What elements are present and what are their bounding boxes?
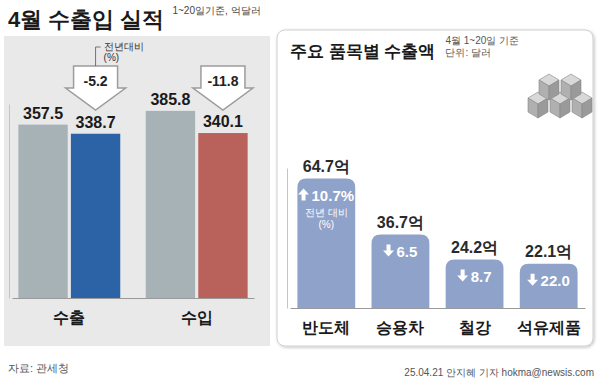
change-arrow — [383, 245, 394, 257]
bars — [18, 111, 247, 298]
bar — [297, 179, 355, 308]
x-tick: 석유제품 — [517, 319, 581, 336]
bar — [18, 125, 67, 298]
infographic: 4월 수출입 실적 1~20일기준, 억달러 357.5 385.8 338.7 340.… — [0, 0, 600, 384]
change-arrow — [193, 66, 253, 110]
change-arrow — [457, 270, 468, 282]
change-arrow — [527, 274, 538, 286]
bar — [146, 111, 195, 298]
x-tick: 수입 — [181, 309, 213, 326]
box-right — [538, 98, 548, 118]
box-right — [582, 98, 592, 118]
annotation-leader — [96, 47, 101, 66]
change-label: 8.7 — [471, 268, 492, 285]
annotation: 전년 대비(%) — [305, 207, 348, 230]
credit: 25.04.21 안지혜 기자 hokma@newsis.com — [404, 367, 594, 378]
x-tick: 반도체 — [302, 319, 350, 336]
right-panel — [277, 30, 593, 346]
chart-title: 주요 품목별 수출액 — [290, 42, 435, 61]
change-label: -11.8 — [207, 73, 238, 89]
category-label: 승용차 — [376, 319, 424, 336]
bar — [446, 260, 504, 308]
box-left — [539, 80, 549, 100]
bar — [71, 134, 120, 298]
y-axis-line — [287, 169, 288, 309]
chart-subtitle: 1~20일기준, 억달러 — [172, 5, 260, 16]
bar — [198, 133, 247, 298]
change-label: 22.0 — [541, 272, 570, 289]
data-label: 338.7 — [76, 114, 116, 131]
change-arrow — [66, 66, 126, 110]
data-label: 357.5 — [23, 105, 63, 122]
bar — [520, 264, 578, 308]
data-label: 24.2억 — [451, 239, 498, 256]
chart-subtitle: 단위: 달러 — [445, 47, 491, 58]
box-left — [528, 98, 538, 118]
x-tick: 철강 — [459, 319, 491, 336]
bar — [372, 235, 430, 308]
category-label: 수출 — [53, 309, 85, 326]
baseline — [13, 298, 255, 299]
left-panel — [4, 36, 270, 346]
data-label: 64.7억 — [303, 158, 350, 175]
box-right — [560, 98, 570, 118]
data-label: 385.8 — [150, 91, 190, 108]
box — [539, 74, 559, 100]
annotation: 전년대비(%) — [104, 41, 144, 63]
x-tick: 수출 — [53, 309, 85, 326]
data-label: 22.1억 — [525, 243, 572, 260]
y-axis — [287, 169, 288, 309]
box — [561, 74, 581, 100]
box-right — [549, 80, 559, 100]
change-arrow — [298, 189, 309, 201]
box-left — [561, 80, 571, 100]
chart-subtitle: 4월 1~20일 기준 — [445, 35, 519, 46]
change-label: -5.2 — [84, 73, 108, 89]
source: 자료: 관세청 — [8, 362, 69, 374]
baseline — [291, 308, 586, 309]
data-label: 36.7억 — [377, 214, 424, 231]
category-label: 반도체 — [302, 319, 350, 336]
category-label: 수입 — [181, 309, 213, 326]
chart-title: 4월 수출입 실적 — [8, 7, 164, 32]
box-icon — [528, 74, 592, 118]
category-label: 석유제품 — [517, 319, 581, 336]
bars — [297, 179, 577, 308]
category-label: 철강 — [459, 319, 491, 336]
box-right — [571, 80, 581, 100]
y-axis-line — [9, 105, 10, 299]
y-axis — [9, 105, 10, 299]
change-label: 6.5 — [397, 243, 418, 260]
x-tick: 승용차 — [376, 319, 424, 336]
x-axis: 반도체 승용차 철강 석유제품 — [291, 309, 586, 337]
box-left — [572, 98, 582, 118]
box-left — [550, 98, 560, 118]
change-label: 10.7% — [312, 187, 355, 204]
x-axis: 수출 수입 — [13, 299, 255, 327]
data-label: 340.1 — [203, 113, 243, 130]
